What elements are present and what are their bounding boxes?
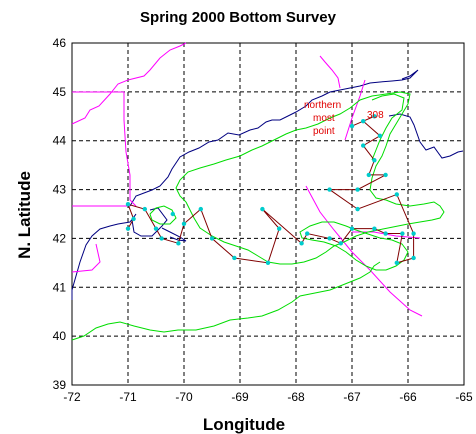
station-point	[299, 241, 304, 246]
x-tick-label: -71	[119, 390, 137, 404]
contour-nantucket	[149, 205, 177, 225]
station-point	[383, 172, 388, 178]
contour-georges-bank	[299, 221, 409, 271]
station-point	[349, 123, 355, 129]
station-point	[338, 241, 343, 246]
station-point	[361, 118, 366, 124]
coastline-maritimes	[388, 113, 464, 159]
station-point	[176, 241, 181, 246]
station-point	[400, 231, 405, 236]
station-point	[327, 236, 332, 241]
y-tick-label: 46	[53, 36, 67, 50]
station-point	[198, 206, 203, 212]
station-point	[411, 231, 416, 236]
coastline-cape-cod	[161, 227, 187, 242]
y-tick-label: 44	[53, 134, 67, 148]
plot-area: -72 -71 -70 -69 -68 -67 -66 -65 39 40 41 42 43 44 45 46	[53, 36, 473, 404]
contour-nova-scotia-shelf	[371, 93, 405, 161]
station-point	[377, 133, 383, 139]
station-point	[411, 255, 416, 261]
y-tick-label: 42	[53, 231, 67, 245]
station-point	[142, 206, 147, 212]
station-point	[153, 226, 159, 231]
y-tick-label: 41	[53, 280, 67, 294]
station-point	[394, 192, 399, 197]
contour-gulf-of-maine	[175, 91, 445, 265]
station-point	[327, 187, 332, 192]
station-point	[125, 226, 131, 231]
x-tick-label: -72	[63, 390, 81, 404]
annotation-northern-line3: point	[313, 126, 335, 137]
coastline	[71, 69, 464, 300]
station-point	[372, 114, 377, 119]
boundary-state-lines	[71, 42, 341, 273]
x-tick-label: -67	[343, 390, 361, 404]
station-point	[277, 226, 282, 231]
hague-line	[305, 185, 423, 317]
station-point	[159, 236, 164, 241]
station-point	[209, 236, 215, 241]
coastline-north	[129, 69, 419, 207]
x-tick-label: -69	[231, 390, 249, 404]
boundary-north-fork	[344, 79, 366, 141]
map-title: Spring 2000 Bottom Survey	[140, 9, 337, 26]
grid-lines	[72, 43, 464, 385]
station-point	[125, 202, 131, 207]
x-tick-label: -65	[455, 390, 473, 404]
station-point	[361, 143, 366, 148]
y-tick-label: 43	[53, 183, 67, 197]
x-tick-label: -66	[399, 390, 417, 404]
axis-ticks: -72 -71 -70 -69 -68 -67 -66 -65 39 40 41 42 43 44 45 46	[53, 36, 473, 404]
station-point	[170, 211, 175, 217]
depth-contours	[71, 91, 445, 341]
annotation-northern-line1: northern	[304, 100, 341, 111]
station-point	[232, 255, 237, 261]
annotations: northern most point 308	[304, 100, 384, 137]
y-tick-label: 39	[53, 378, 67, 392]
station-point	[383, 231, 388, 236]
station-point	[355, 206, 360, 212]
y-tick-label: 45	[53, 85, 67, 99]
station-point	[349, 226, 355, 231]
coastline-southern-new-england	[71, 207, 168, 300]
station-point	[305, 231, 310, 236]
station-point	[260, 206, 265, 212]
x-axis-title: Longitude	[203, 415, 285, 434]
annotation-station-308: 308	[367, 110, 384, 121]
station-point	[372, 158, 377, 163]
y-tick-label: 40	[53, 329, 67, 343]
station-point	[265, 260, 271, 266]
station-point	[372, 226, 377, 231]
y-axis-title: N. Latitude	[15, 171, 34, 259]
station-point	[131, 216, 136, 222]
station-point	[394, 260, 399, 266]
station-point	[366, 172, 371, 178]
annotation-northern-line2: most	[313, 113, 335, 124]
x-tick-label: -68	[287, 390, 305, 404]
station-point	[181, 221, 187, 226]
contour-shelf-edge	[71, 261, 381, 341]
station-markers	[125, 114, 416, 266]
station-point	[355, 187, 360, 192]
x-tick-label: -70	[175, 390, 193, 404]
